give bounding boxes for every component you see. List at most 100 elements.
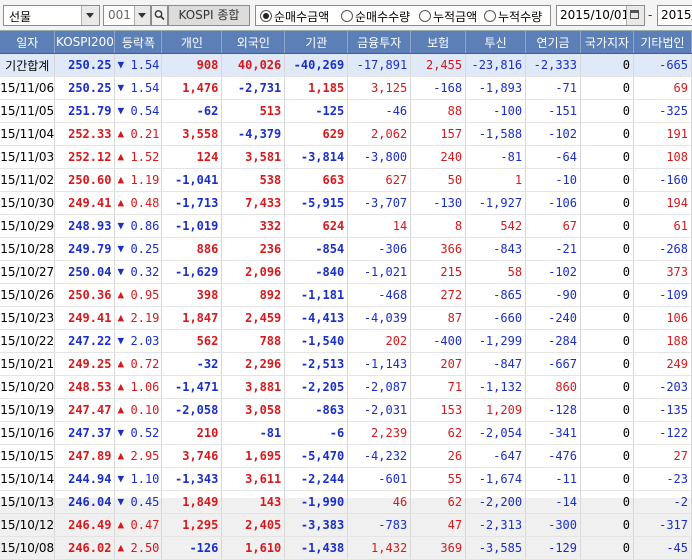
table-row[interactable]: 15/10/14 244.94 ▼ 1.10 -1,343 3,611 -2,244 -601… xyxy=(0,467,692,491)
table-row[interactable]: 15/10/28 249.79 ▼ 0.25 886 236 -854 -306 366 -843… xyxy=(0,237,692,261)
cell-institution: -863 xyxy=(284,398,349,422)
table-row[interactable]: 15/11/05 251.79 ▼ 0.54 -62 513 -125 -46 88 -100 -1… xyxy=(0,99,692,123)
cell-institution: -5,470 xyxy=(284,444,349,468)
cell-government: 0 xyxy=(580,513,634,537)
cell-insurance: 369 xyxy=(410,536,467,560)
header-financial-investment[interactable]: 금융투자 xyxy=(347,31,412,54)
table-row[interactable]: 15/10/26 250.36 ▲ 0.95 398 892 -1,181 -468 272 -8… xyxy=(0,283,692,307)
cell-foreign: 7,433 xyxy=(221,191,286,215)
cell-other-corp: -160 xyxy=(633,168,692,192)
cell-government: 0 xyxy=(580,444,634,468)
table-row[interactable]: 15/10/16 247.37 ▼ 0.52 210 -81 -6 2,239 62 -2,054… xyxy=(0,421,692,445)
table-row[interactable]: 15/11/06 250.25 ▼ 1.54 1,476 -2,731 1,185 3,125… xyxy=(0,76,692,100)
radio-net-buy-amount[interactable]: 순매수금액 xyxy=(260,8,329,25)
cell-insurance: 272 xyxy=(410,283,467,307)
down-triangle-icon: ▼ xyxy=(117,472,125,485)
cell-insurance: 88 xyxy=(410,99,467,123)
cell-financial-investment: -2,087 xyxy=(347,375,412,399)
market-select[interactable]: 선물 xyxy=(3,5,100,26)
cell-institution: -2,513 xyxy=(284,352,349,376)
radio-cumulative-amount[interactable]: 누적금액 xyxy=(419,8,477,25)
down-triangle-icon: ▼ xyxy=(117,265,125,278)
table-row[interactable]: 15/10/19 247.47 ▲ 0.10 -2,058 3,058 -863 -2,031… xyxy=(0,398,692,422)
header-insurance[interactable]: 보험 xyxy=(410,31,467,54)
up-triangle-icon: ▲ xyxy=(117,449,125,462)
start-date-input[interactable]: 2015/10/01 xyxy=(556,5,645,26)
table-row[interactable]: 15/10/21 249.25 ▲ 0.72 -32 2,296 -2,513 -1,143 2… xyxy=(0,352,692,376)
table-row[interactable]: 15/11/04 252.33 ▲ 0.21 3,558 -4,379 629 2,062 15… xyxy=(0,122,692,146)
header-other-corp[interactable]: 기타법인 xyxy=(633,31,692,54)
table-row[interactable]: 15/10/15 247.89 ▲ 2.95 3,746 1,695 -5,470 -4,23… xyxy=(0,444,692,468)
cell-kospi200: 248.93 xyxy=(54,214,116,238)
change-value: 0.86 xyxy=(130,219,160,233)
cell-financial-investment: 2,062 xyxy=(347,122,412,146)
code-input[interactable]: 001 xyxy=(103,5,151,26)
header-kospi200[interactable]: KOSPI200 xyxy=(54,31,116,54)
cell-individual: 886 xyxy=(161,237,223,261)
table-row[interactable]: 15/10/27 250.04 ▼ 0.32 -1,629 2,096 -840 -1,021… xyxy=(0,260,692,284)
cell-change: ▼ 0.32 xyxy=(114,260,163,284)
table-row[interactable]: 15/11/03 252.12 ▲ 1.52 124 3,581 -3,814 -3,800 2… xyxy=(0,145,692,169)
cell-investment-trust: -23,816 xyxy=(465,53,527,77)
cell-foreign: 143 xyxy=(221,490,286,514)
cell-insurance: 240 xyxy=(410,145,467,169)
end-date-input[interactable]: 2015/ xyxy=(657,5,692,26)
cell-government: 0 xyxy=(580,467,634,491)
table-row[interactable]: 15/10/12 246.49 ▲ 0.47 1,295 2,405 -3,383 -783 4… xyxy=(0,513,692,537)
search-button[interactable] xyxy=(151,5,168,26)
table-row[interactable]: 15/10/23 249.41 ▲ 2.19 1,847 2,459 -4,413 -4,03… xyxy=(0,306,692,330)
header-individual[interactable]: 개인 xyxy=(161,31,223,54)
radio-net-buy-quantity[interactable]: 순매수수량 xyxy=(341,8,410,25)
cell-institution: -3,814 xyxy=(284,145,349,169)
cell-other-corp: 188 xyxy=(633,329,692,353)
cell-institution: -1,540 xyxy=(284,329,349,353)
header-foreign[interactable]: 외국인 xyxy=(221,31,286,54)
chevron-down-icon[interactable] xyxy=(81,6,99,25)
cell-kospi200: 250.36 xyxy=(54,283,116,307)
cell-investment-trust: -2,200 xyxy=(465,490,527,514)
header-investment-trust[interactable]: 투신 xyxy=(465,31,527,54)
header-change[interactable]: 등락폭 xyxy=(114,31,163,54)
cell-change: ▲ 2.50 xyxy=(114,536,163,560)
radio-cumulative-quantity[interactable]: 누적수량 xyxy=(484,8,542,25)
header-pension[interactable]: 연기금 xyxy=(525,31,582,54)
cell-investment-trust: 1 xyxy=(465,168,527,192)
table-total-row[interactable]: 기간합계 250.25 ▼ 1.54 908 40,026 -40,269 -17,891 2,… xyxy=(0,53,692,77)
table-row[interactable]: 15/10/22 247.22 ▼ 2.03 562 788 -1,540 202 -400 -1… xyxy=(0,329,692,353)
table-row[interactable]: 15/10/13 246.04 ▼ 0.45 1,849 143 -1,990 46 62 -2,… xyxy=(0,490,692,514)
cell-financial-investment: -4,232 xyxy=(347,444,412,468)
header-date[interactable]: 일자 xyxy=(0,31,56,54)
cell-government: 0 xyxy=(580,329,634,353)
header-institution[interactable]: 기관 xyxy=(284,31,349,54)
cell-change: ▼ 2.03 xyxy=(114,329,163,353)
change-value: 0.52 xyxy=(130,426,160,440)
table-row[interactable]: 15/10/30 249.41 ▲ 0.48 -1,713 7,433 -5,915 -3,7… xyxy=(0,191,692,215)
up-triangle-icon: ▲ xyxy=(117,288,125,301)
header-government[interactable]: 국가지자 xyxy=(580,31,634,54)
cell-financial-investment: -4,039 xyxy=(347,306,412,330)
cell-date: 15/10/16 xyxy=(0,421,56,445)
calendar-icon[interactable] xyxy=(626,6,644,25)
chevron-down-icon[interactable] xyxy=(134,6,150,25)
investor-trading-grid[interactable]: 일자 KOSPI200 등락폭 개인 외국인 기관 금융투자 보험 투신 연기금… xyxy=(0,30,692,560)
change-value: 0.72 xyxy=(130,357,160,371)
cell-change: ▲ 0.72 xyxy=(114,352,163,376)
cell-foreign: 2,296 xyxy=(221,352,286,376)
cell-other-corp: 373 xyxy=(633,260,692,284)
change-value: 2.50 xyxy=(130,541,160,555)
table-row[interactable]: 15/10/20 248.53 ▲ 1.06 -1,471 3,881 -2,205 -2,0… xyxy=(0,375,692,399)
cell-individual: -32 xyxy=(161,352,223,376)
cell-investment-trust: -2,054 xyxy=(465,421,527,445)
cell-date: 15/10/28 xyxy=(0,237,56,261)
table-row[interactable]: 15/10/08 246.02 ▲ 2.50 -126 1,610 -1,438 1,432 3… xyxy=(0,536,692,560)
cell-change: ▼ 1.54 xyxy=(114,53,163,77)
cell-pension: -151 xyxy=(525,99,582,123)
cell-kospi200: 246.04 xyxy=(54,490,116,514)
cell-investment-trust: 542 xyxy=(465,214,527,238)
cell-insurance: 26 xyxy=(410,444,467,468)
cell-kospi200: 246.02 xyxy=(54,536,116,560)
table-row[interactable]: 15/11/02 250.60 ▲ 1.19 -1,041 538 663 627 50 1 -10… xyxy=(0,168,692,192)
cell-individual: 124 xyxy=(161,145,223,169)
cell-date: 15/10/23 xyxy=(0,306,56,330)
table-row[interactable]: 15/10/29 248.93 ▼ 0.86 -1,019 332 624 14 8 542 67 0… xyxy=(0,214,692,238)
